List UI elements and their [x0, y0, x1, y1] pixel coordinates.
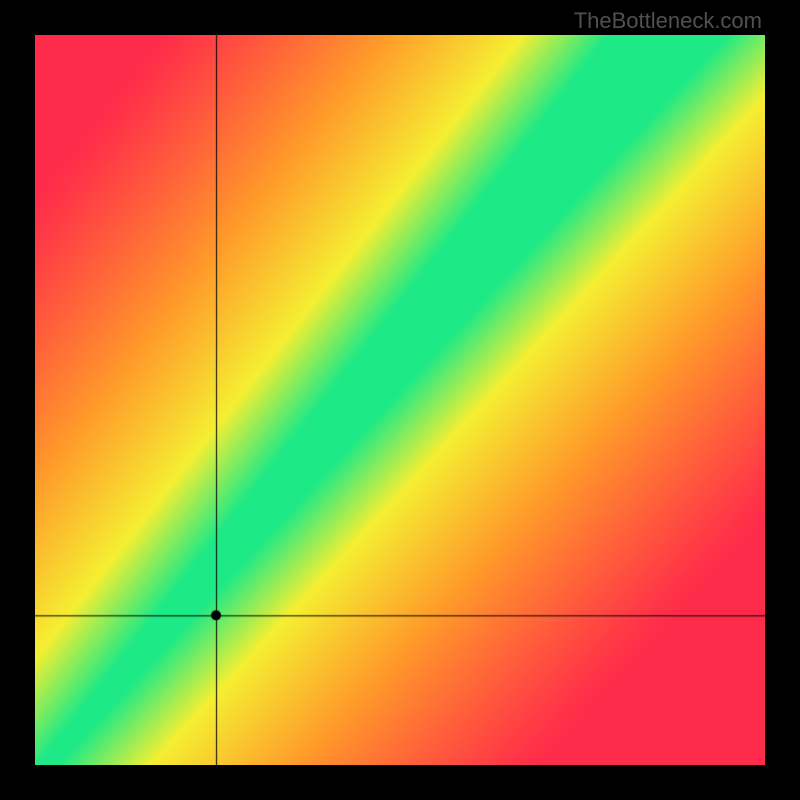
chart-container: TheBottleneck.com — [0, 0, 800, 800]
bottleneck-heatmap — [35, 35, 765, 765]
watermark-text: TheBottleneck.com — [574, 8, 762, 34]
